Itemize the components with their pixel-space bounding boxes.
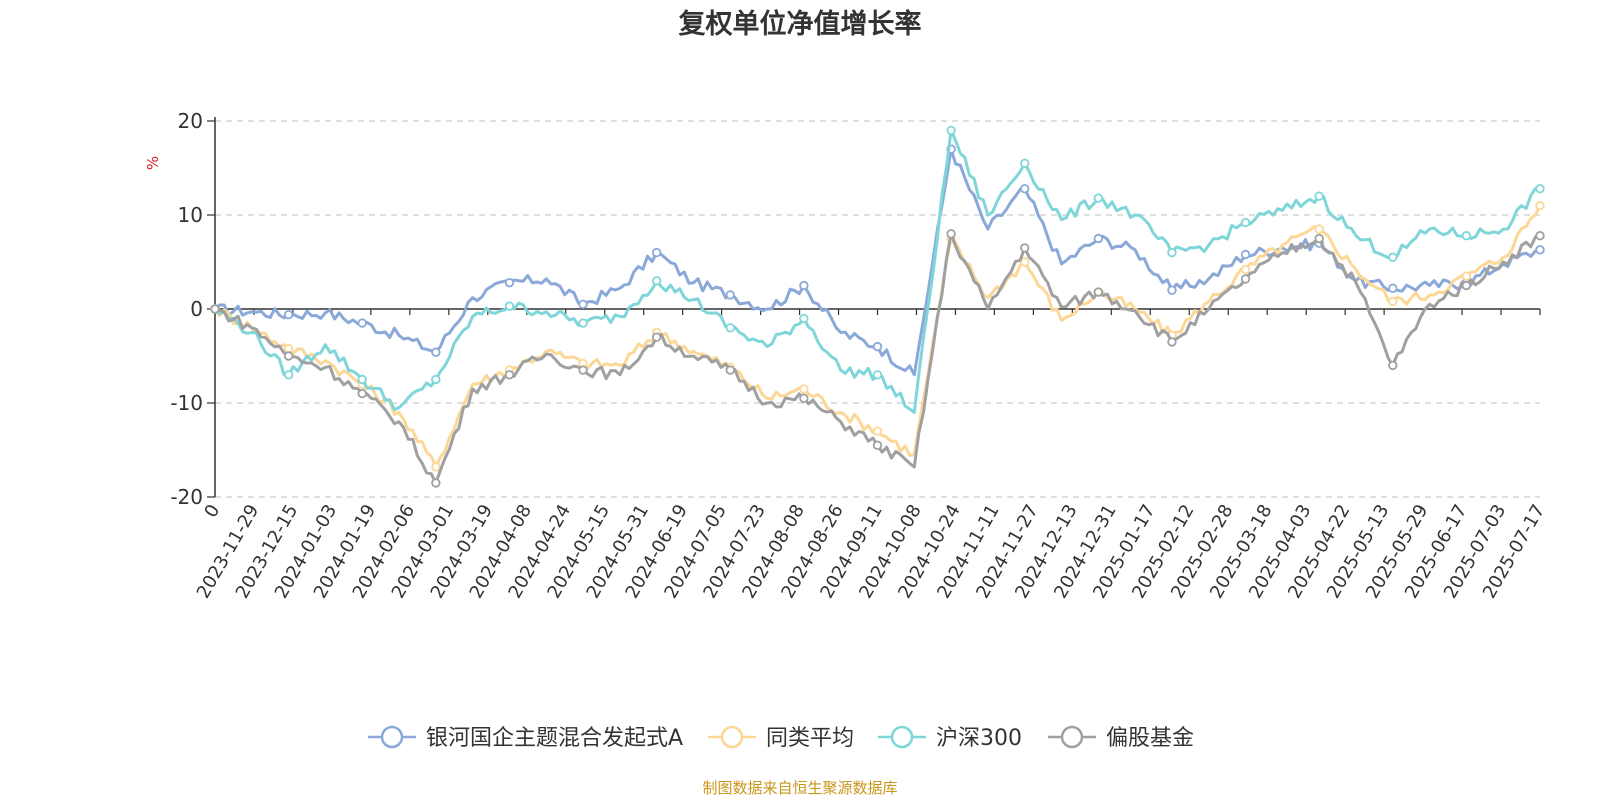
legend-swatch-marker bbox=[380, 725, 404, 749]
legend-item[interactable]: 偏股基金 bbox=[1048, 725, 1194, 751]
legend-label: 沪深300 bbox=[936, 726, 1022, 751]
series-point bbox=[578, 365, 588, 375]
series-point bbox=[1020, 158, 1030, 168]
series-point bbox=[1388, 296, 1398, 307]
legend-swatch-marker bbox=[720, 725, 744, 749]
series-point bbox=[1240, 274, 1251, 284]
grid-lines bbox=[215, 120, 1540, 498]
legend-swatch-marker bbox=[1060, 725, 1084, 749]
y-tick-label: -10 bbox=[170, 391, 203, 415]
series-point bbox=[1535, 183, 1545, 194]
y-axis-unit: % bbox=[144, 156, 162, 170]
series-point bbox=[799, 280, 809, 291]
series-point bbox=[1388, 252, 1398, 262]
series-point bbox=[1240, 264, 1251, 275]
series-point bbox=[1314, 224, 1324, 234]
series-point bbox=[946, 229, 956, 239]
series-point bbox=[1314, 191, 1324, 201]
legend-swatch-marker bbox=[890, 725, 914, 749]
series-point bbox=[283, 343, 294, 354]
series-point bbox=[1388, 283, 1398, 294]
series-point bbox=[1461, 271, 1472, 281]
series-point bbox=[357, 318, 367, 328]
series-point bbox=[651, 332, 662, 342]
legend-item[interactable]: 银河国企主题混合发起式A bbox=[368, 725, 683, 751]
y-axis-ticks: -20 -10 0 10 20 bbox=[170, 109, 215, 509]
series-point bbox=[283, 351, 294, 361]
series-point bbox=[1167, 285, 1177, 295]
y-tick-label: 10 bbox=[178, 203, 203, 227]
series-point bbox=[651, 276, 662, 286]
chart-title: 复权单位净值增长率 bbox=[679, 8, 922, 40]
series-point bbox=[946, 125, 956, 136]
data-source-note: 制图数据来自恒生聚源数据库 bbox=[702, 779, 897, 797]
series-point bbox=[1461, 280, 1472, 291]
series-point bbox=[651, 247, 662, 258]
legend-label: 银河国企主题混合发起式A bbox=[426, 726, 683, 751]
series-point bbox=[1240, 249, 1251, 260]
series-point bbox=[725, 323, 735, 333]
series-point bbox=[210, 304, 220, 314]
series-point bbox=[1314, 233, 1324, 244]
legend-label: 同类平均 bbox=[766, 726, 854, 751]
series-point bbox=[1240, 217, 1251, 228]
series-point bbox=[504, 370, 515, 380]
series-point bbox=[1093, 233, 1104, 244]
series-point bbox=[357, 388, 367, 399]
y-tick-label: 0 bbox=[190, 297, 203, 321]
series-point bbox=[431, 347, 441, 357]
series-point bbox=[1020, 243, 1030, 253]
series-point bbox=[872, 341, 883, 352]
series-point bbox=[578, 299, 588, 309]
series-line-0 bbox=[214, 147, 1541, 377]
series-point bbox=[799, 384, 809, 394]
legend-label: 偏股基金 bbox=[1106, 726, 1194, 751]
series-point bbox=[431, 374, 441, 385]
series-point bbox=[357, 374, 367, 385]
series-point bbox=[1167, 337, 1177, 347]
series-point bbox=[1388, 360, 1398, 371]
series-point bbox=[1461, 230, 1472, 241]
series-point bbox=[872, 370, 883, 380]
legend-item[interactable]: 同类平均 bbox=[708, 725, 854, 751]
series-point bbox=[799, 393, 809, 403]
series-point bbox=[578, 318, 588, 328]
series-point bbox=[1535, 200, 1545, 211]
series-point bbox=[1167, 247, 1177, 258]
legend[interactable]: 银河国企主题混合发起式A 同类平均 沪深300 偏股基金 bbox=[368, 725, 1194, 751]
series-point bbox=[799, 313, 809, 324]
series-point bbox=[283, 370, 294, 380]
series-point bbox=[1535, 245, 1545, 255]
series-point bbox=[725, 365, 735, 375]
series-point bbox=[1020, 257, 1030, 267]
series-point bbox=[504, 301, 515, 311]
series-point bbox=[504, 277, 515, 288]
x-tick-label: 0 bbox=[200, 501, 224, 521]
series-point bbox=[872, 426, 883, 436]
y-tick-label: -20 bbox=[170, 485, 203, 509]
series-point bbox=[1020, 183, 1030, 194]
series-point bbox=[1093, 193, 1104, 203]
legend-item[interactable]: 沪深300 bbox=[878, 725, 1022, 751]
series-point bbox=[872, 440, 883, 450]
series-point bbox=[431, 478, 441, 488]
series-point bbox=[1535, 230, 1545, 241]
series-point bbox=[283, 309, 294, 320]
y-tick-label: 20 bbox=[178, 109, 203, 133]
series-point bbox=[725, 290, 735, 300]
x-axis-ticks: 02023-11-292023-12-152024-01-032024-01-1… bbox=[193, 309, 1549, 602]
series-point bbox=[431, 462, 441, 472]
series-point bbox=[1093, 287, 1104, 297]
series-lines bbox=[210, 125, 1545, 488]
